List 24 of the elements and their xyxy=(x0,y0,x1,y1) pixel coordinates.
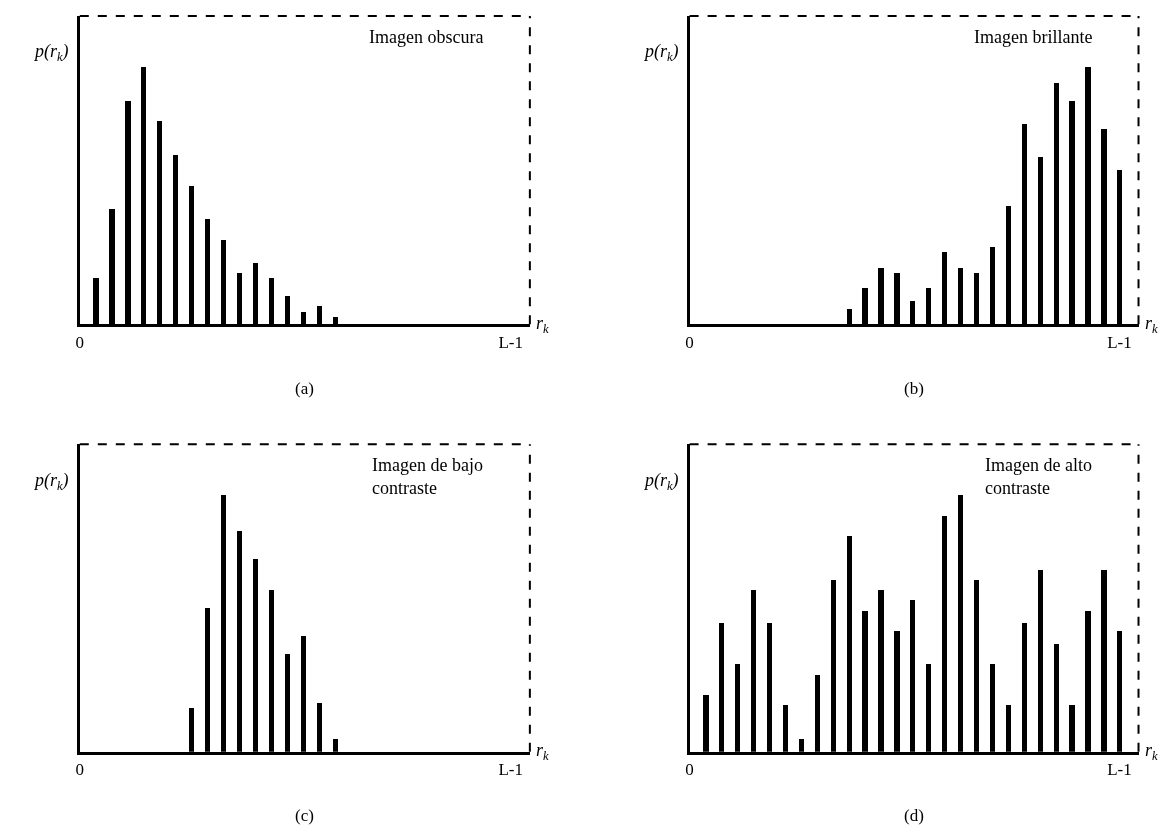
x-tick-label: L-1 xyxy=(498,760,523,780)
x-axis-title: r$_{k}$ xyxy=(1145,313,1159,336)
x-tick-label: 0 xyxy=(685,332,694,352)
y-axis-title: p(r$_{k}$) xyxy=(33,41,69,64)
y-axis-title: p(r$_{k}$) xyxy=(643,41,679,64)
x-axis-title: r$_{k}$ xyxy=(536,313,550,336)
text: (c) xyxy=(295,806,314,825)
text: (a) xyxy=(295,379,314,398)
x-tick-label: L-1 xyxy=(498,332,523,352)
y-axis-title: p(r$_{k}$) xyxy=(33,470,69,493)
x-axis-title: r$_{k}$ xyxy=(1145,740,1159,763)
x-tick-label: 0 xyxy=(685,760,694,780)
text: (b) xyxy=(904,379,924,398)
x-tick-label: 0 xyxy=(75,760,85,780)
x-tick-label: L-1 xyxy=(1107,332,1132,352)
x-tick-label: L-1 xyxy=(1107,760,1132,780)
x-axis-title: r$_{k}$ xyxy=(536,740,550,763)
chart-title: Imagen obscura xyxy=(369,27,484,47)
x-tick-label: 0 xyxy=(75,332,85,352)
text: (d) xyxy=(904,806,924,825)
chart-title: Imagen de bajo contraste xyxy=(372,455,483,499)
chart-title: Imagen brillante xyxy=(974,27,1093,47)
chart-title: Imagen de alto contraste xyxy=(985,455,1092,499)
y-axis-title: p(r$_{k}$) xyxy=(643,470,679,493)
